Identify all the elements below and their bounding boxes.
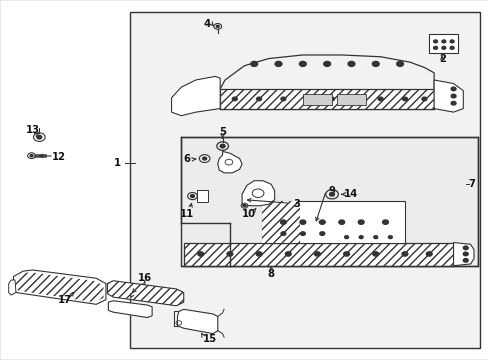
Circle shape [30,155,33,157]
Circle shape [373,236,377,239]
Circle shape [387,236,391,239]
Bar [130,12,479,348]
Text: 6: 6 [183,154,190,164]
Circle shape [449,40,453,43]
Bar [174,311,183,327]
Bar [261,202,300,243]
Circle shape [372,252,378,256]
Text: 11: 11 [180,209,194,219]
Circle shape [243,204,245,207]
Text: 4: 4 [203,18,210,28]
Bar [197,190,207,202]
Circle shape [256,252,262,256]
Circle shape [359,236,363,239]
Polygon shape [433,80,462,112]
Circle shape [441,40,445,43]
Polygon shape [107,281,183,306]
Text: 1: 1 [113,158,121,168]
Circle shape [347,62,354,66]
Circle shape [338,220,344,224]
Circle shape [190,195,194,198]
Polygon shape [217,152,242,173]
Bar [181,137,477,266]
Bar [183,243,453,266]
Circle shape [401,252,407,256]
Polygon shape [242,181,274,206]
Circle shape [344,236,348,239]
Circle shape [314,252,320,256]
Circle shape [433,46,437,49]
Circle shape [462,252,467,256]
Circle shape [329,193,334,196]
Polygon shape [177,309,217,334]
Text: 9: 9 [328,186,335,197]
Polygon shape [108,301,152,318]
Circle shape [216,25,219,27]
Circle shape [462,246,467,249]
Circle shape [323,62,330,66]
Circle shape [319,232,324,235]
Polygon shape [453,243,473,266]
Circle shape [441,46,445,49]
Text: 10: 10 [241,209,255,219]
Text: 17: 17 [58,295,71,305]
Text: 7: 7 [468,179,474,189]
Circle shape [305,97,309,101]
Circle shape [281,97,285,101]
Bar [220,89,433,109]
Circle shape [462,258,467,262]
Text: 12: 12 [52,152,65,162]
Circle shape [256,97,261,101]
Circle shape [280,220,286,224]
Circle shape [450,102,455,105]
Bar [336,94,366,105]
Circle shape [377,97,382,101]
Circle shape [220,144,224,148]
Circle shape [426,252,431,256]
Polygon shape [15,272,103,302]
Circle shape [421,97,426,101]
Circle shape [358,220,364,224]
Circle shape [250,62,257,66]
Text: 13: 13 [26,125,40,135]
Polygon shape [171,76,220,116]
Bar [302,94,331,105]
Text: 8: 8 [267,269,274,279]
Circle shape [275,62,282,66]
Polygon shape [14,270,106,304]
Circle shape [226,252,232,256]
Circle shape [433,40,437,43]
Circle shape [299,62,305,66]
Text: 5: 5 [219,127,225,137]
Polygon shape [9,280,16,295]
Text: 3: 3 [293,199,300,209]
Circle shape [449,46,453,49]
Circle shape [198,252,203,256]
Circle shape [396,62,403,66]
Circle shape [299,220,305,224]
Bar [261,202,404,243]
Circle shape [382,220,387,224]
Circle shape [281,232,285,235]
Bar [428,33,458,53]
Circle shape [232,97,237,101]
Circle shape [372,62,378,66]
Circle shape [202,157,206,160]
Text: 2: 2 [439,54,446,64]
Circle shape [450,87,455,91]
Circle shape [300,232,305,235]
Circle shape [319,220,325,224]
Text: 14: 14 [343,189,357,199]
Circle shape [353,97,358,101]
Circle shape [329,97,334,101]
Circle shape [402,97,407,101]
Circle shape [450,94,455,98]
Circle shape [285,252,290,256]
Text: 15: 15 [202,334,216,344]
Text: 16: 16 [138,273,152,283]
Circle shape [343,252,349,256]
Circle shape [37,135,41,139]
